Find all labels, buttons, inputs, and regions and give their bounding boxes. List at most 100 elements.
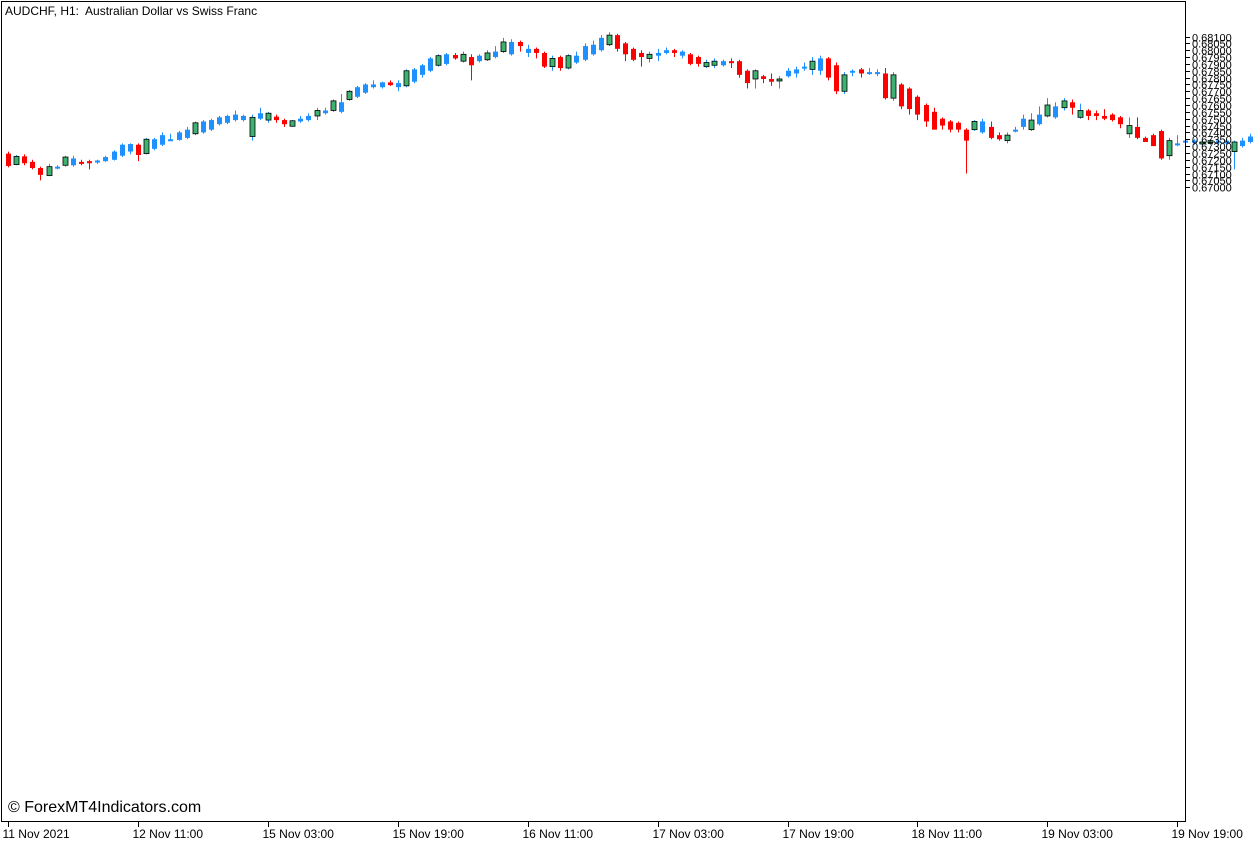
candle-body xyxy=(971,121,978,131)
candle xyxy=(460,51,467,63)
candle-body xyxy=(859,69,864,74)
candle xyxy=(1240,137,1245,148)
candle-body xyxy=(745,70,750,84)
time-tick-label: 19 Nov 03:00 xyxy=(1042,827,1114,841)
candle xyxy=(1248,133,1253,144)
candle xyxy=(225,114,230,125)
candle xyxy=(696,55,701,67)
candle xyxy=(1126,117,1133,138)
candle xyxy=(688,52,693,66)
candle-body xyxy=(769,78,774,82)
price-tick-label: 0.67450 xyxy=(1192,122,1232,134)
candle xyxy=(818,55,823,75)
candle-body xyxy=(1021,118,1026,127)
price-tick-label: 0.68100 xyxy=(1192,33,1232,45)
candle-body xyxy=(1110,114,1115,121)
candle xyxy=(859,68,864,78)
candle-body xyxy=(1240,140,1245,147)
candle-body xyxy=(428,58,433,71)
candle-body xyxy=(737,61,742,75)
candle-body xyxy=(258,113,263,119)
candle-body xyxy=(1086,110,1091,116)
candle xyxy=(932,107,937,130)
price-tick-label: 0.67250 xyxy=(1192,149,1232,161)
candle xyxy=(493,46,498,59)
price-axis: 0.681000.680500.680000.679500.679000.678… xyxy=(1186,33,1232,195)
candle-body xyxy=(549,58,556,68)
candle xyxy=(274,114,279,123)
candle xyxy=(809,57,816,75)
candle xyxy=(745,69,750,89)
price-tick-label: 0.67750 xyxy=(1192,80,1232,92)
price-tick-label: 0.67600 xyxy=(1192,101,1232,113)
candle xyxy=(143,137,150,155)
candle xyxy=(233,110,238,122)
candle-body xyxy=(890,74,897,99)
candle-body xyxy=(314,110,321,117)
price-tick-label: 0.68050 xyxy=(1192,39,1232,51)
candle-body xyxy=(403,70,410,87)
candle xyxy=(435,54,442,67)
candle-body xyxy=(192,122,199,135)
candle xyxy=(306,113,311,122)
candle xyxy=(915,95,920,121)
candle xyxy=(1199,139,1206,147)
candle-body xyxy=(209,120,214,130)
price-tick-label: 0.67200 xyxy=(1192,156,1232,168)
candles-layer xyxy=(6,32,1253,181)
candle xyxy=(265,111,272,123)
price-tick-label: 0.67000 xyxy=(1192,183,1232,195)
candle xyxy=(834,62,839,95)
candle xyxy=(168,133,173,142)
candle-body xyxy=(330,100,337,111)
candle xyxy=(786,68,791,78)
candle-body xyxy=(639,52,644,58)
candle-body xyxy=(883,73,888,99)
candle xyxy=(664,47,669,55)
candle-body xyxy=(46,166,53,176)
candle-body xyxy=(168,139,173,142)
candle xyxy=(883,68,888,100)
candle xyxy=(623,41,628,62)
candle xyxy=(924,103,929,127)
candle-body xyxy=(656,52,661,56)
candle-body xyxy=(1013,129,1018,132)
price-tick-label: 0.67800 xyxy=(1192,74,1232,86)
candle-body xyxy=(152,139,157,149)
candle xyxy=(1053,102,1058,119)
candle xyxy=(1004,132,1011,144)
candle xyxy=(185,126,190,140)
candle-body xyxy=(1151,135,1156,147)
candle xyxy=(802,62,807,71)
candle xyxy=(420,63,425,78)
candle-body xyxy=(809,60,816,70)
time-tick-label: 11 Nov 2021 xyxy=(3,827,70,841)
candle xyxy=(583,43,588,62)
candle-body xyxy=(143,138,150,155)
candle xyxy=(282,118,287,127)
candle-body xyxy=(834,65,839,92)
candle xyxy=(120,143,125,158)
candle-body xyxy=(1231,141,1238,152)
candle-body xyxy=(761,76,766,79)
candle xyxy=(1166,137,1173,160)
candle-body xyxy=(672,50,677,53)
candle xyxy=(363,83,368,95)
candle xyxy=(1061,98,1068,111)
candle xyxy=(6,151,11,168)
price-tick-label: 0.67100 xyxy=(1192,170,1232,182)
candle-body xyxy=(55,166,60,169)
time-tick-label: 19 Nov 19:00 xyxy=(1172,827,1244,841)
candle-body xyxy=(1044,104,1051,117)
candle-body xyxy=(420,65,425,75)
candle-body xyxy=(841,74,848,92)
candle xyxy=(899,83,904,110)
candle-body xyxy=(932,111,937,130)
candle xyxy=(412,68,417,84)
candle-body xyxy=(185,129,190,138)
candle xyxy=(289,120,296,127)
candle-body xyxy=(346,90,353,100)
candle-body xyxy=(606,34,613,46)
